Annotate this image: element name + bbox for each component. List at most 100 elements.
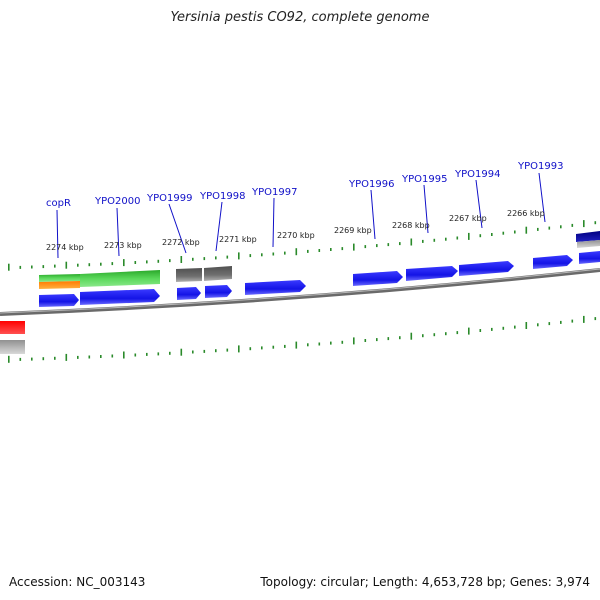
callout-YPO1998 [215,201,223,252]
inner-ring-tick [560,320,562,324]
outer-tick-ring [8,220,597,271]
gene-label-YPO2000[interactable]: YPO2000 [94,196,140,207]
inner-ring-tick [146,352,148,356]
inner-ring-tick [19,357,22,361]
cds-arrow-YPO1996[interactable] [353,271,403,286]
inner-ring-tick [77,355,79,359]
cds-arrow-YPO1998[interactable] [205,285,232,298]
inner-ring-tick [203,349,206,353]
inner-ring-tick [284,344,286,348]
inner-ring-tick [65,353,68,361]
outer-ring-tick [548,226,551,230]
kbp-label-2266: 2266 kbp [507,209,545,218]
callout-YPO1999 [168,203,187,254]
accession-text: Accession: NC_003143 [9,575,146,589]
outer-ring-tick [31,265,33,269]
gene-label-YPO1995[interactable]: YPO1995 [401,174,447,185]
outer-ring-tick [42,265,45,269]
gene-label-copR[interactable]: copR [46,198,71,209]
cds-arrow-edge[interactable] [579,251,600,264]
outer-ring-tick [77,263,79,267]
outer-ring-tick [318,249,321,252]
feature-gray-1[interactable] [176,268,202,282]
gene-labels: copR YPO2000 YPO1999 YPO1998 YPO1997 YPO… [46,161,563,209]
feature-red-edge[interactable] [0,321,25,334]
inner-ring-tick [88,355,91,359]
kbp-label-2273: 2273 kbp [104,241,142,250]
cds-arrow-YPO1997[interactable] [245,280,306,295]
outer-ring-tick [8,263,10,271]
callout-YPO1995 [423,184,429,234]
outer-ring-tick [192,257,194,261]
outer-ring-tick [399,242,401,246]
inner-ring-tick [111,354,114,358]
gene-label-YPO1996[interactable]: YPO1996 [348,179,394,190]
inner-ring-tick [157,352,160,356]
outer-ring-tick [123,259,125,267]
outer-ring-tick [479,234,482,238]
inner-ring-tick [318,342,321,346]
inner-ring-tick [134,353,137,357]
inner-ring-tick [123,351,125,359]
cds-arrow-YPO1999[interactable] [177,287,201,300]
inner-ring-tick [8,355,10,363]
inner-ring-tick [525,322,528,329]
cds-arrow-YPO1995[interactable] [406,266,458,281]
feature-YPO2000-green[interactable] [80,270,160,287]
cds-arrow-YPO1994[interactable] [459,261,514,276]
gene-label-YPO1998[interactable]: YPO1998 [199,191,245,202]
gene-label-YPO1993[interactable]: YPO1993 [517,161,563,172]
inner-ring-tick [180,348,183,356]
inner-ring-tick [169,351,171,355]
feature-copR-green[interactable] [39,274,80,282]
inner-ring-tick [583,315,585,323]
callout-YPO1994 [475,179,483,229]
inner-ring-tick [479,329,482,332]
outer-ring-tick [54,264,56,268]
callout-YPO1996 [370,189,376,240]
outer-ring-tick [249,254,252,258]
inner-ring-tick [54,356,56,360]
cds-arrow-copR[interactable] [39,294,79,307]
callout-YPO2000 [116,207,120,257]
inner-ring-tick [341,340,344,344]
inner-ring-tick [594,317,597,321]
inner-ring-tick [433,333,436,337]
inner-tick-ring [8,315,597,363]
outer-ring-tick [537,227,539,231]
cds-arrow-YPO1993[interactable] [533,255,573,269]
inner-ring-tick [353,337,355,345]
gene-label-YPO1994[interactable]: YPO1994 [454,169,500,180]
inner-ring-tick [226,348,229,352]
genome-backbone [0,268,600,316]
feature-silver-left[interactable] [0,340,25,354]
outer-ring-tick [502,231,505,235]
callout-YPO1993 [538,172,546,223]
gene-label-YPO1997[interactable]: YPO1997 [251,187,297,198]
callout-copR [56,209,59,259]
kbp-label-2274: 2274 kbp [46,243,84,252]
outer-ring-tick [203,257,206,261]
kbp-label-2268: 2268 kbp [392,221,430,230]
outer-ring-tick [594,221,597,225]
outer-ring-tick [307,249,309,253]
cds-arrow-YPO2000[interactable] [80,289,160,305]
outer-ring-tick [456,236,459,240]
outer-ring-tick [65,261,68,269]
feature-copR-orange[interactable] [39,281,80,289]
inner-ring-tick [468,327,470,335]
feature-navy-edge[interactable] [576,231,600,242]
outer-ring-tick [560,225,562,229]
inner-ring-tick [192,350,194,354]
outer-ring-tick [284,251,286,255]
feature-gray-2[interactable] [204,266,232,281]
feature-silver-edge[interactable] [577,240,600,248]
outer-ring-tick [433,238,436,242]
outer-ring-tick [387,243,390,247]
inner-ring-tick [445,332,447,336]
inner-ring-tick [42,357,45,361]
inner-ring-tick [514,325,516,329]
kbp-label-2272: 2272 kbp [162,238,200,247]
outer-ring-tick [157,259,160,263]
gene-label-YPO1999[interactable]: YPO1999 [146,193,192,204]
